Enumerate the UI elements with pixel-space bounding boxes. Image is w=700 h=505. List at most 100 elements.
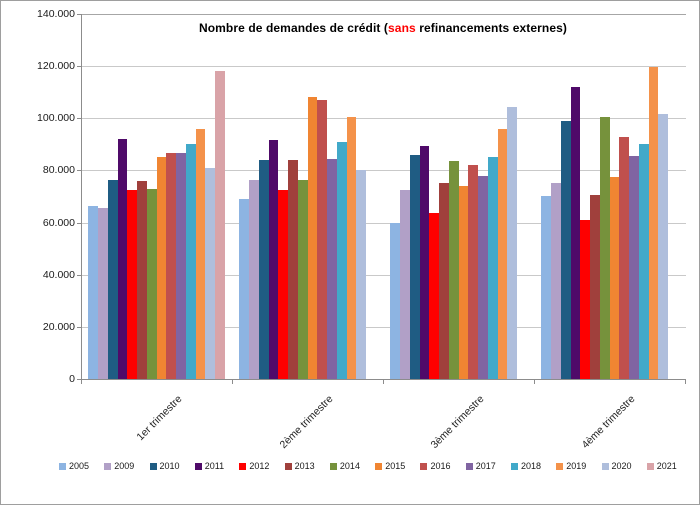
y-axis-tick-label: 40.000	[42, 269, 75, 281]
legend-item-2020: 2020	[601, 461, 632, 471]
bar-2014-q4	[599, 117, 610, 379]
legend-item-2005: 2005	[59, 461, 89, 471]
x-axis-label: 4ème trimestre	[578, 393, 637, 452]
legend-label: 2013	[294, 461, 315, 471]
bar-2012-q2	[278, 190, 288, 379]
plot-area	[81, 14, 686, 380]
legend-swatch-2017	[465, 462, 473, 470]
y-axis-tick-label: 0	[69, 373, 75, 385]
legend-label: 2009	[114, 461, 135, 471]
y-axis-tick-label: 100.000	[37, 112, 75, 124]
chart-title-post: refinancements externes)	[415, 21, 568, 35]
legend-label: 2019	[566, 461, 587, 471]
bar-2011-q3	[419, 146, 430, 379]
bar-2005-q2	[239, 199, 249, 379]
bar-2020-q3	[507, 107, 517, 379]
bar-group-3ème-trimestre	[383, 14, 534, 379]
gridline	[82, 66, 686, 67]
y-axis-tick-label: 80.000	[42, 164, 75, 176]
y-axis-tick	[77, 379, 81, 380]
bar-2020-q1	[205, 168, 215, 379]
legend-label: 2011	[204, 461, 225, 471]
legend-swatch-2018	[510, 462, 518, 470]
legend-label: 2015	[385, 461, 406, 471]
bar-2011-q1	[117, 139, 128, 379]
bar-2014-q3	[448, 161, 459, 379]
legend-swatch-2019	[556, 462, 564, 470]
bar-2019-q2	[346, 117, 357, 379]
legend-swatch-2005	[59, 462, 66, 470]
legend-label: 2012	[249, 461, 270, 471]
legend-item-2017: 2017	[465, 461, 496, 471]
bar-2015-q2	[307, 97, 318, 379]
legend-label: 2021	[656, 461, 677, 471]
legend-swatch-2020	[601, 462, 609, 470]
bar-2013-q4	[590, 195, 600, 379]
legend-item-2010: 2010	[149, 461, 180, 471]
y-axis-tick	[77, 14, 81, 15]
legend-swatch-2012	[239, 462, 247, 470]
legend-item-2016: 2016	[420, 461, 450, 471]
bar-2016-q4	[619, 137, 629, 379]
x-axis-tick	[534, 380, 535, 384]
bar-2009-q4	[551, 183, 561, 379]
legend-item-2012: 2012	[239, 461, 269, 471]
chart-title-pre: Nombre de demandes de crédit (	[198, 21, 389, 35]
bar-2012-q4	[580, 220, 590, 379]
x-axis-tick	[232, 380, 233, 384]
gridline	[82, 170, 686, 171]
legend-swatch-2009	[104, 462, 112, 470]
legend-item-2013: 2013	[284, 461, 315, 471]
x-axis-label: 3ème trimestre	[427, 393, 486, 452]
bar-2009-q1	[98, 208, 108, 379]
legend-swatch-2013	[284, 462, 292, 470]
bar-2013-q3	[439, 183, 449, 379]
legend-item-2021: 2021	[646, 461, 677, 471]
bar-2020-q2	[356, 170, 366, 379]
legend-label: 2017	[475, 461, 496, 471]
legend-item-2019: 2019	[556, 461, 586, 471]
bar-2019-q1	[195, 129, 206, 379]
legend: 2005 2009 2010 2011 2012 2013 2014 2015 2016 2017…	[59, 459, 677, 473]
legend-label: 2018	[520, 461, 542, 471]
bar-2005-q3	[390, 223, 400, 379]
y-axis-tick-label: 20.000	[42, 321, 75, 333]
bar-group-1er-trimestre	[81, 14, 232, 379]
x-axis-tick	[81, 380, 82, 384]
x-axis-tick	[383, 380, 384, 384]
bar-2016-q1	[166, 153, 176, 379]
bar-2016-q2	[317, 100, 327, 379]
y-axis-tick-label: 140.000	[37, 8, 75, 20]
bar-2016-q3	[468, 165, 478, 379]
x-axis-tick	[685, 380, 686, 384]
gridline	[82, 223, 686, 224]
legend-swatch-2021	[646, 462, 654, 470]
bar-2015-q4	[609, 177, 620, 379]
legend-item-2015: 2015	[375, 461, 405, 471]
bar-2017-q4	[629, 156, 639, 379]
bar-2015-q1	[156, 157, 167, 379]
gridline	[82, 275, 686, 276]
y-axis-tick	[77, 327, 81, 328]
bar-2011-q2	[268, 140, 279, 379]
legend-swatch-2010	[149, 462, 157, 470]
bar-2009-q2	[249, 180, 259, 379]
chart-title: Nombre de demandes de crédit (sans refin…	[81, 21, 685, 35]
x-axis-label: 1er trimestre	[133, 393, 184, 444]
bar-2012-q1	[127, 190, 137, 379]
bar-2020-q4	[658, 114, 668, 379]
bar-2005-q4	[541, 196, 551, 379]
y-axis-tick	[77, 223, 81, 224]
gridline	[82, 14, 686, 15]
legend-label: 2005	[69, 461, 90, 471]
gridline	[82, 118, 686, 119]
legend-swatch-2015	[375, 462, 383, 470]
bar-group-4ème-trimestre	[534, 14, 685, 379]
legend-item-2009: 2009	[104, 461, 134, 471]
legend-swatch-2014	[329, 462, 337, 470]
bar-2013-q1	[137, 181, 147, 379]
bar-2019-q4	[648, 67, 659, 379]
legend-label: 2010	[159, 461, 180, 471]
bar-2014-q2	[297, 180, 308, 379]
